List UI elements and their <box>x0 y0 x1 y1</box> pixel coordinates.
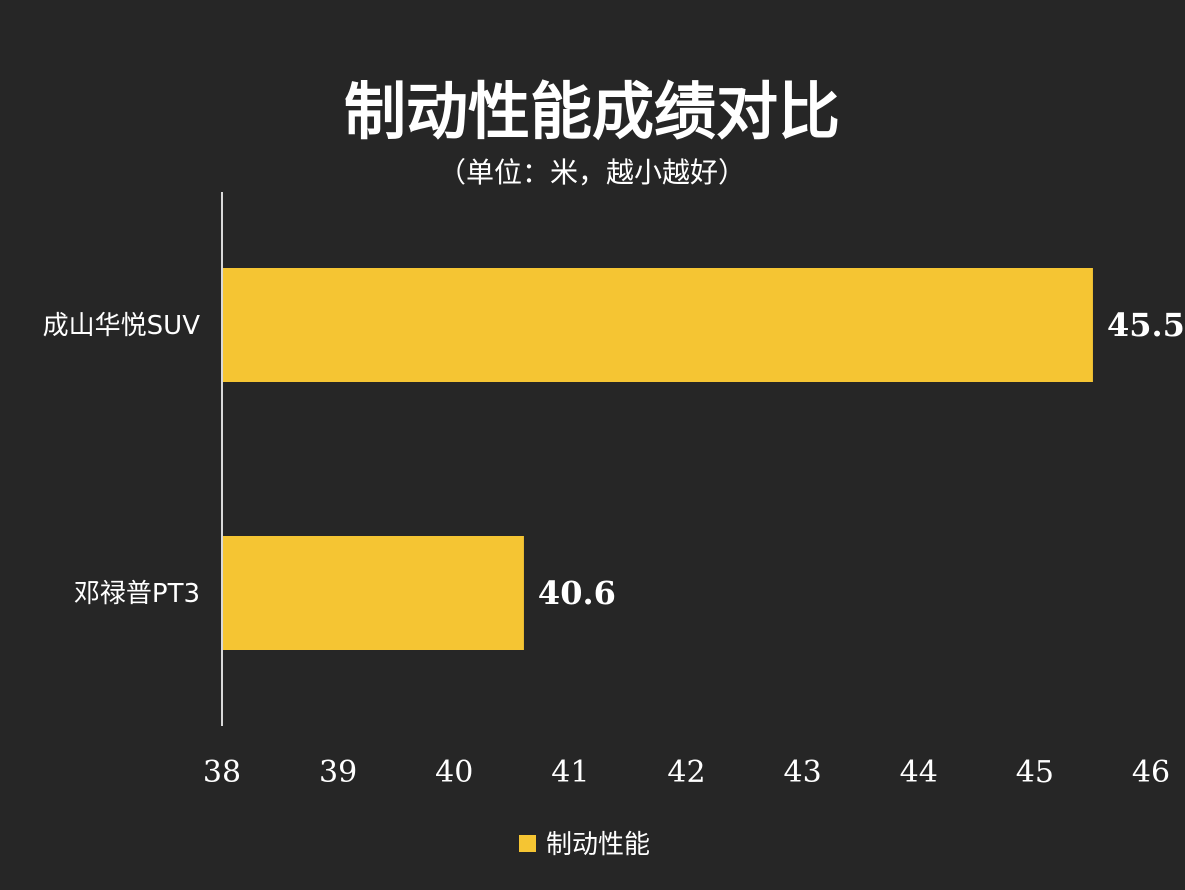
data-label-0: 45.5 <box>1107 306 1185 344</box>
x-tick-label-7: 45 <box>1016 755 1054 790</box>
chart-subtitle: （单位：米，越小越好） <box>438 156 746 189</box>
x-tick-label-4: 42 <box>667 755 705 790</box>
x-tick-label-1: 39 <box>319 755 357 790</box>
category-labels: 成山华悦SUV 邓禄普PT3 <box>43 311 201 609</box>
legend-label: 制动性能 <box>546 830 650 860</box>
bar-1 <box>223 536 524 650</box>
x-tick-label-8: 46 <box>1132 755 1170 790</box>
category-label-1: 邓禄普PT3 <box>74 579 200 609</box>
x-axis-ticks: 38 39 40 41 42 43 44 45 46 <box>203 755 1170 790</box>
data-label-1: 40.6 <box>538 574 616 612</box>
x-tick-label-6: 44 <box>900 755 938 790</box>
legend-swatch <box>519 835 536 852</box>
bars-layer <box>223 268 1093 650</box>
chart-title: 制动性能成绩对比 <box>344 75 840 148</box>
bar-0 <box>223 268 1093 382</box>
category-label-0: 成山华悦SUV <box>43 311 201 341</box>
x-tick-label-3: 41 <box>551 755 589 790</box>
legend: 制动性能 <box>519 830 650 860</box>
data-labels: 45.5 40.6 <box>538 306 1185 612</box>
x-tick-label-2: 40 <box>435 755 473 790</box>
x-tick-label-0: 38 <box>203 755 241 790</box>
x-tick-label-5: 43 <box>784 755 822 790</box>
